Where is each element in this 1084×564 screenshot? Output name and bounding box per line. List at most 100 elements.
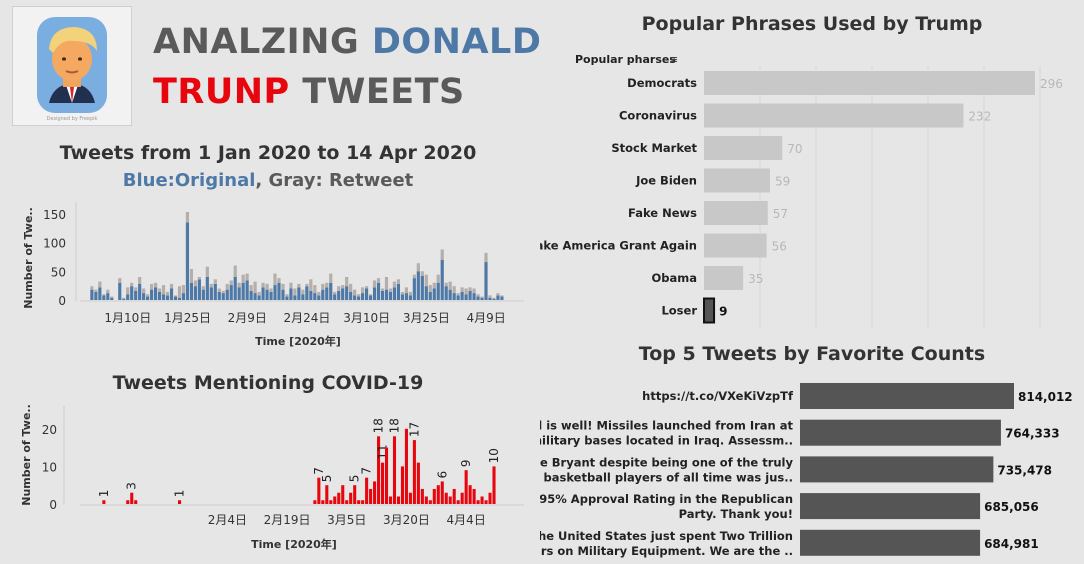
original-bar — [122, 298, 126, 300]
original-bar — [281, 289, 285, 300]
original-bar — [440, 259, 444, 300]
x-tick-label: 3月5日 — [327, 513, 366, 527]
retweet-bar — [376, 278, 381, 283]
covid-bar — [416, 462, 420, 504]
x-axis-label: Time [2020年] — [255, 334, 341, 348]
phrase-value: 232 — [968, 110, 991, 124]
covid-bar — [130, 492, 134, 504]
original-bar — [349, 291, 353, 300]
original-bar — [197, 279, 201, 300]
covid-bar — [484, 500, 488, 504]
retweet-bar — [440, 249, 444, 260]
y-axis-label: Number of Twe.. — [20, 404, 33, 506]
original-bar — [392, 287, 397, 300]
covid-bar — [424, 496, 428, 504]
retweet-bar — [237, 282, 241, 288]
phrase-bar — [704, 201, 768, 225]
retweet-bar — [209, 283, 213, 288]
main-title-line-2: TRUNP TWEETS — [153, 72, 465, 112]
retweet-bar — [110, 296, 114, 298]
phrase-value: 35 — [748, 272, 763, 286]
retweet-bar — [464, 288, 468, 295]
retweet-bar — [325, 282, 329, 288]
phrase-value: 57 — [773, 207, 788, 221]
original-bar — [464, 294, 468, 300]
retweet-bar — [138, 277, 142, 284]
covid-bar — [102, 500, 106, 504]
original-bar — [329, 282, 333, 300]
phrase-label: Joe Biden — [635, 174, 697, 188]
favorite-bar — [800, 456, 994, 483]
covid-bar — [333, 496, 337, 504]
original-bar — [277, 282, 281, 300]
retweet-bar — [229, 280, 233, 286]
phrase-label: Loser — [661, 304, 697, 318]
retweet-bar — [424, 274, 428, 287]
original-bar — [456, 295, 460, 300]
original-bar — [209, 287, 213, 300]
retweet-bar — [253, 281, 257, 294]
original-bar — [213, 283, 217, 300]
covid-data-label: 18 — [387, 418, 401, 433]
retweet-bar — [245, 273, 249, 281]
covid-bar — [392, 436, 397, 504]
retweet-bar — [173, 295, 178, 297]
original-bar — [98, 287, 102, 300]
original-bar — [289, 288, 293, 300]
original-bar — [472, 293, 476, 300]
original-bar — [205, 277, 209, 300]
favorite-value: 764,333 — [1005, 427, 1060, 441]
tweet-label: https://t.co/VXeKiVzpTf — [642, 389, 794, 403]
original-bar — [237, 287, 241, 300]
favorite-value: 684,981 — [984, 537, 1039, 551]
phrase-value: 9 — [719, 305, 727, 319]
original-bar — [217, 291, 221, 300]
retweet-bar — [269, 288, 273, 292]
covid-data-label: 6 — [435, 471, 449, 479]
x-tick-label: 4月4日 — [447, 513, 486, 527]
original-bar — [492, 298, 496, 300]
retweet-bar — [500, 295, 504, 297]
retweet-bar — [380, 288, 385, 291]
retweet-bar — [193, 280, 197, 287]
original-bar — [134, 290, 138, 300]
original-bar — [408, 295, 412, 300]
retweet-bar — [329, 273, 333, 283]
original-bar — [253, 293, 257, 300]
covid-bar — [365, 477, 369, 504]
original-bar — [432, 288, 436, 300]
favorite-bar — [800, 383, 1014, 409]
original-bar — [130, 286, 134, 300]
trump-avatar-icon: Designed by Freepik — [37, 17, 107, 122]
original-bar — [321, 289, 325, 300]
retweet-bar — [309, 279, 313, 291]
covid-bar — [480, 496, 484, 504]
original-bar — [424, 286, 428, 300]
original-bar — [500, 296, 504, 300]
covid-data-label: 1 — [173, 490, 187, 498]
retweet-bar — [221, 290, 225, 294]
favorite-value: 685,056 — [984, 500, 1039, 514]
retweet-bar — [456, 293, 460, 296]
retweet-bar — [372, 280, 377, 288]
covid-bar — [396, 496, 401, 504]
covid-bar — [341, 485, 345, 504]
original-bar — [313, 293, 317, 300]
covid-bar — [126, 500, 130, 504]
phrase-bar — [704, 136, 783, 160]
original-bar — [325, 287, 329, 300]
original-bar — [388, 291, 393, 300]
original-bar — [460, 291, 464, 300]
retweet-bar — [277, 278, 281, 283]
original-bar — [173, 296, 178, 300]
retweet-bar — [90, 286, 94, 290]
original-bar — [249, 290, 253, 300]
retweet-bar — [153, 282, 158, 288]
covid-data-label: 1 — [97, 490, 111, 498]
retweet-bar — [201, 286, 205, 290]
original-bar — [185, 222, 190, 300]
retweet-bar — [368, 294, 373, 296]
retweet-bar — [281, 283, 285, 290]
covid-bar — [448, 496, 452, 504]
original-bar — [229, 285, 233, 300]
